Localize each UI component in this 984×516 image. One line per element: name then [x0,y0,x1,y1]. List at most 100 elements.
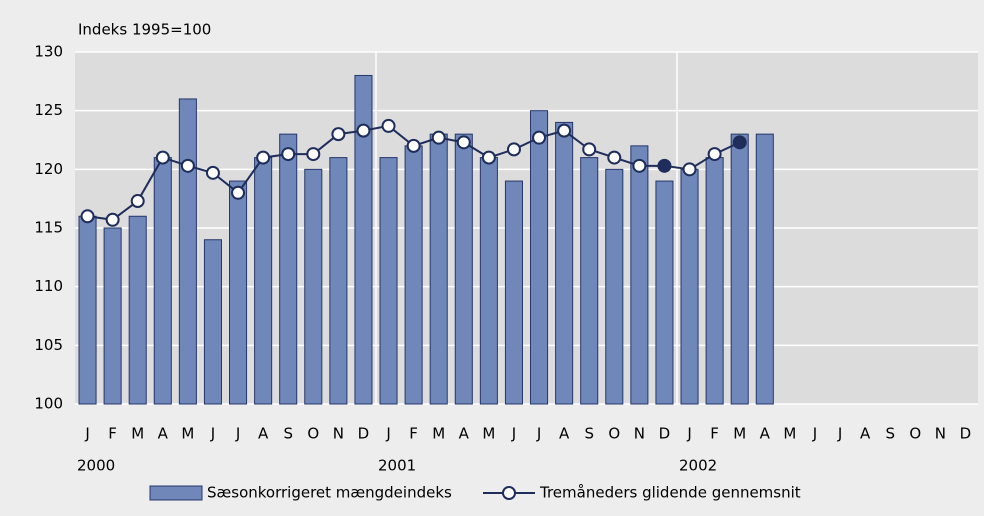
line-marker [732,135,747,150]
line-marker [707,147,722,162]
bar [755,133,774,405]
x-tick-label: S [283,425,293,443]
bar [178,98,197,405]
line-marker [180,158,195,173]
y-tick-label: 115 [34,219,63,237]
x-tick-label: J [210,425,215,443]
bar [705,157,724,405]
line-marker [231,185,246,200]
bar [730,133,749,405]
line-marker [532,130,547,145]
bar [354,74,373,405]
year-label: 2002 [679,457,717,475]
bar [630,145,649,405]
line-marker [557,123,572,138]
bar [530,110,549,405]
line-marker [256,150,271,165]
line-marker [481,150,496,165]
line-marker [281,147,296,162]
x-tick-label: O [307,425,319,443]
x-tick-label: O [608,425,620,443]
line-marker [356,123,371,138]
bar [504,180,523,405]
line-marker [205,165,220,180]
y-tick-label: 110 [34,277,63,295]
y-tick-label: 100 [34,395,63,413]
x-tick-label: M [131,425,144,443]
bar [78,215,97,405]
line-marker [506,142,521,157]
line-marker [582,142,597,157]
bar [128,215,147,405]
line-marker [130,194,145,209]
bar [580,157,599,405]
x-tick-label: A [459,425,470,443]
bar [379,157,398,405]
x-tick-label: J [812,425,817,443]
bar [655,180,674,405]
x-tick-label: A [158,425,169,443]
bar [203,239,222,405]
x-tick-label: M [482,425,495,443]
x-tick-label: M [733,425,746,443]
y-tick-label: 125 [34,101,63,119]
line-marker [381,118,396,133]
line-marker [155,150,170,165]
x-tick-label: J [84,425,89,443]
x-tick-label: D [960,425,972,443]
legend-swatch [149,485,203,501]
x-tick-label: D [358,425,370,443]
x-tick-label: J [837,425,842,443]
year-label: 2001 [378,457,416,475]
bar [254,157,273,405]
y-axis-title: Indeks 1995=100 [78,21,211,39]
x-tick-label: F [409,425,418,443]
line-marker [607,150,622,165]
x-tick-label: J [511,425,516,443]
line-marker [456,135,471,150]
legend-label: Sæsonkorrigeret mængdeindeks [207,484,452,502]
x-tick-label: M [783,425,796,443]
bar [153,157,172,405]
bar [229,180,248,405]
line-marker [431,130,446,145]
bar [103,227,122,405]
line-marker [105,212,120,227]
x-tick-label: M [181,425,194,443]
line-marker [306,147,321,162]
year-label: 2000 [77,457,115,475]
x-tick-label: S [885,425,895,443]
x-tick-label: F [108,425,117,443]
line-marker [331,127,346,142]
x-tick-label: D [659,425,671,443]
x-tick-label: A [258,425,269,443]
legend-label: Tremåneders glidende gennemsnit [539,484,801,502]
line-marker [632,158,647,173]
y-tick-label: 120 [34,160,63,178]
line-marker [657,158,672,173]
bar [429,133,448,405]
x-tick-label: F [710,425,719,443]
bar [605,168,624,405]
x-tick-label: J [235,425,240,443]
legend-swatch [502,486,516,500]
x-tick-label: S [584,425,594,443]
x-tick-label: A [860,425,871,443]
y-tick-label: 130 [34,43,63,61]
line-marker [80,209,95,224]
x-tick-label: J [385,425,390,443]
bar [329,157,348,405]
bar [304,168,323,405]
bar [555,121,574,405]
x-tick-label: O [909,425,921,443]
line-marker [682,162,697,177]
bar [680,168,699,405]
x-tick-label: A [559,425,570,443]
bar [454,133,473,405]
x-tick-label: N [333,425,344,443]
x-tick-label: A [760,425,771,443]
bar [479,157,498,405]
bar [404,145,423,405]
x-tick-label: J [536,425,541,443]
